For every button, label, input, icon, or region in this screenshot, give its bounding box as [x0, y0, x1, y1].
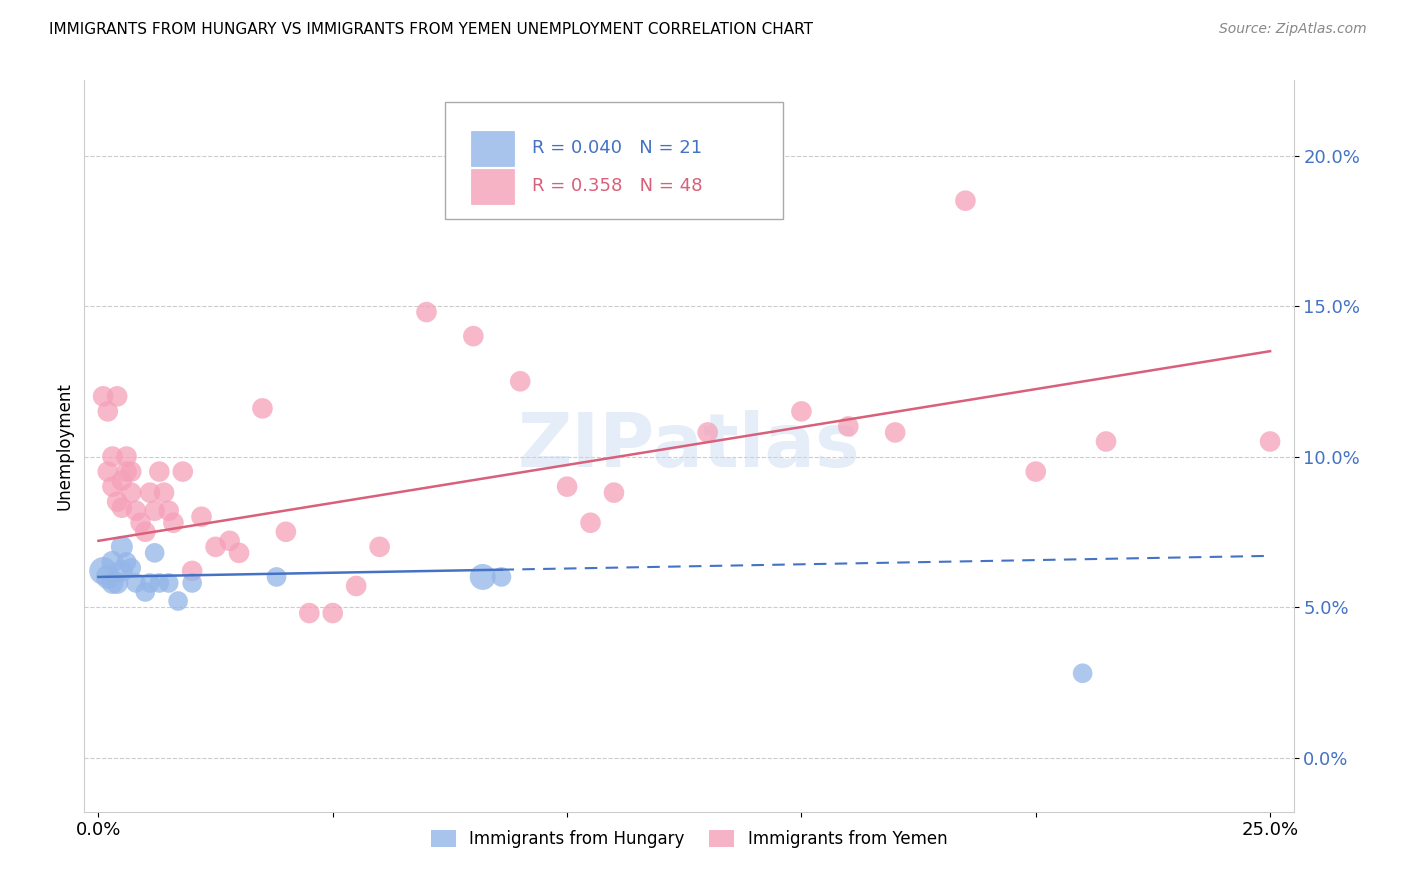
Point [603, 485, 626, 500]
Point [471, 570, 494, 584]
Point [148, 465, 170, 479]
Point [415, 305, 437, 319]
Point [190, 509, 212, 524]
Point [101, 576, 124, 591]
Point [115, 450, 138, 464]
Point [111, 540, 134, 554]
Point [274, 524, 297, 539]
Point [120, 465, 142, 479]
Point [111, 564, 134, 578]
Point [91, 564, 114, 578]
Point [97, 570, 120, 584]
Text: ZIPatlas: ZIPatlas [517, 409, 860, 483]
Point [298, 606, 321, 620]
Point [955, 194, 977, 208]
Point [139, 576, 162, 591]
Y-axis label: Unemployment: Unemployment [55, 382, 73, 510]
Point [790, 404, 813, 418]
Point [884, 425, 907, 440]
Point [120, 485, 142, 500]
FancyBboxPatch shape [471, 169, 513, 204]
Point [228, 546, 250, 560]
FancyBboxPatch shape [471, 131, 513, 166]
Point [115, 465, 138, 479]
Point [368, 540, 391, 554]
Point [162, 516, 184, 530]
Point [97, 465, 120, 479]
Point [181, 576, 204, 591]
Point [344, 579, 367, 593]
Point [120, 561, 142, 575]
Point [463, 329, 485, 343]
Point [322, 606, 344, 620]
Point [204, 540, 226, 554]
Point [696, 425, 718, 440]
Point [157, 504, 180, 518]
Point [1258, 434, 1281, 449]
Text: IMMIGRANTS FROM HUNGARY VS IMMIGRANTS FROM YEMEN UNEMPLOYMENT CORRELATION CHART: IMMIGRANTS FROM HUNGARY VS IMMIGRANTS FR… [49, 22, 813, 37]
Point [134, 585, 156, 599]
Point [172, 465, 194, 479]
Point [167, 594, 190, 608]
Point [157, 576, 180, 591]
Point [143, 546, 166, 560]
Point [837, 419, 859, 434]
Point [101, 480, 124, 494]
Point [143, 504, 166, 518]
Point [252, 401, 274, 416]
Text: R = 0.040   N = 21: R = 0.040 N = 21 [531, 139, 702, 158]
Point [139, 485, 162, 500]
Point [101, 450, 124, 464]
Point [111, 500, 134, 515]
Text: Source: ZipAtlas.com: Source: ZipAtlas.com [1219, 22, 1367, 37]
Point [134, 524, 156, 539]
Point [125, 504, 148, 518]
Point [115, 555, 138, 569]
Point [148, 576, 170, 591]
Text: R = 0.358   N = 48: R = 0.358 N = 48 [531, 178, 702, 195]
Legend: Immigrants from Hungary, Immigrants from Yemen: Immigrants from Hungary, Immigrants from… [425, 823, 953, 855]
Point [125, 576, 148, 591]
FancyBboxPatch shape [444, 103, 783, 219]
Point [555, 480, 578, 494]
Point [491, 570, 513, 584]
Point [153, 485, 176, 500]
Point [129, 516, 152, 530]
Point [1095, 434, 1118, 449]
Point [105, 576, 128, 591]
Point [1025, 465, 1047, 479]
Point [97, 404, 120, 418]
Point [105, 494, 128, 508]
Point [91, 389, 114, 403]
Point [579, 516, 602, 530]
Point [266, 570, 288, 584]
Point [105, 389, 128, 403]
Point [509, 374, 531, 388]
Point [218, 533, 240, 548]
Point [111, 474, 134, 488]
Point [181, 564, 204, 578]
Point [1071, 666, 1094, 681]
Point [101, 555, 124, 569]
